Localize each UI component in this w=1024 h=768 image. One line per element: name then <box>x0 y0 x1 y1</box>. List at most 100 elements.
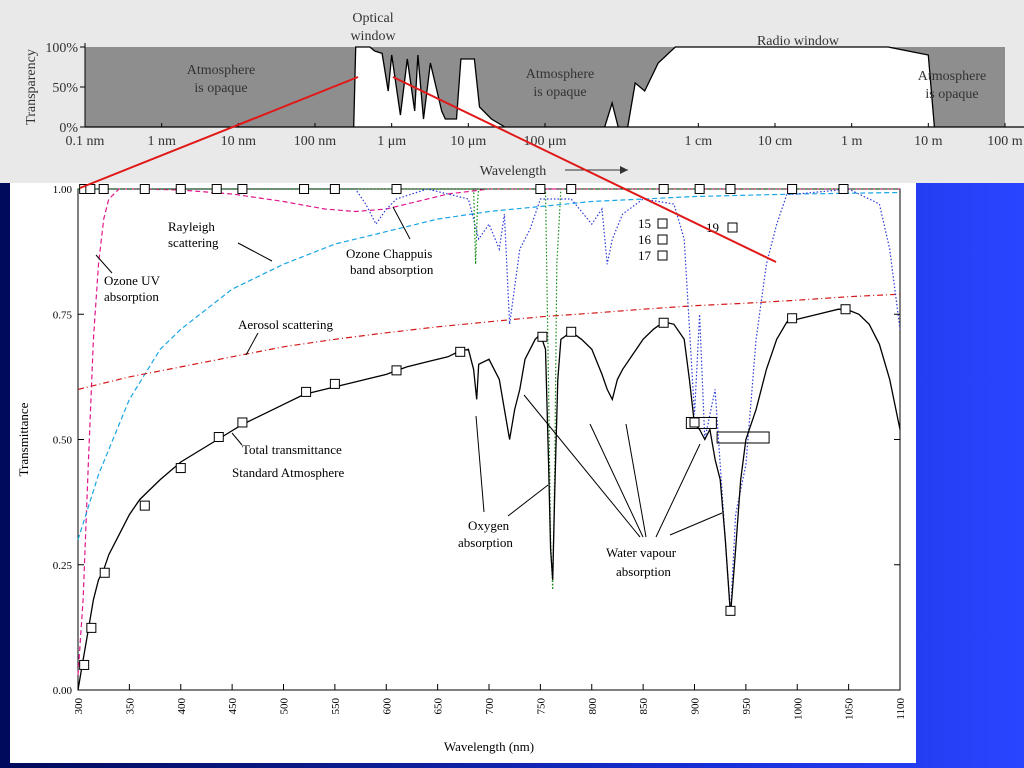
chappuis-leader <box>392 206 411 240</box>
y-axis-label: Transmittance <box>16 402 31 476</box>
transparency-y-tick-label: 0% <box>59 121 78 136</box>
ozone-uv-marker <box>694 184 705 194</box>
oxygen-leader-1 <box>475 415 485 513</box>
total-marker <box>86 622 97 633</box>
marker-number-label: 19 <box>706 220 719 235</box>
x-tick-label: 300 <box>73 698 85 715</box>
water-label-line2: absorption <box>616 564 671 579</box>
marker-key-square <box>657 218 668 229</box>
total-marker <box>79 659 90 670</box>
ozone-uv-marker <box>211 184 222 194</box>
chappuis-label-line1: Ozone Chappuis <box>346 246 432 261</box>
total-marker <box>840 304 851 315</box>
x-tick-label: 950 <box>741 698 753 715</box>
total-marker <box>787 313 798 324</box>
ozone-uv-marker <box>658 184 669 194</box>
ozone-uv-marker <box>566 184 577 194</box>
x-tick-label: 700 <box>484 698 496 715</box>
water-leader-3 <box>625 423 647 538</box>
transparency-x-tick-label: 1 nm <box>147 134 176 149</box>
marker-number-label: 17 <box>638 248 652 263</box>
series-total <box>77 308 901 691</box>
ozone-uv-marker <box>85 184 96 194</box>
transparency-x-tick-label: 10 cm <box>758 134 793 149</box>
transparency-x-tick-label: 100 nm <box>294 134 337 149</box>
ozone-uv-label-line2: absorption <box>104 289 159 304</box>
x-tick-label: 900 <box>690 698 702 715</box>
y-tick-label: 1.00 <box>53 184 73 196</box>
opaque-region-label-line1: Atmosphere <box>526 67 594 82</box>
x-tick-label: 450 <box>227 698 239 715</box>
total-marker <box>537 331 548 342</box>
x-tick-label: 1100 <box>895 698 907 720</box>
x-tick-label: 1000 <box>792 698 804 721</box>
total-marker <box>301 386 312 397</box>
x-tick-label: 1050 <box>844 698 856 721</box>
total-marker <box>455 346 466 357</box>
series-ozone_uv <box>77 188 900 676</box>
total-marker <box>99 567 110 578</box>
optical-window-title-line1: Optical <box>352 11 393 26</box>
transparency-x-axis-label: Wavelength <box>480 164 547 179</box>
water-label-line1: Water vapour <box>606 545 677 560</box>
x-axis-label: Wavelength (nm) <box>444 739 534 754</box>
x-tick-label: 500 <box>279 698 291 715</box>
total-marker <box>391 365 402 376</box>
x-tick-label: 550 <box>330 698 342 715</box>
series-ozone_chappuis <box>78 188 901 615</box>
x-tick-label: 850 <box>638 698 650 715</box>
series-oxygen <box>78 188 900 590</box>
y-tick-label: 0.75 <box>53 309 73 321</box>
transparency-profile <box>85 46 1024 128</box>
x-tick-label: 400 <box>176 698 188 715</box>
ozone-uv-marker <box>787 184 798 194</box>
opaque-region-label-line2: is opaque <box>925 87 978 102</box>
marker-key-square <box>657 234 668 245</box>
transparency-x-tick-label: 10 μm <box>450 134 486 149</box>
rayleigh-label-line2: scattering <box>168 235 219 250</box>
transparency-x-tick-label: 10 nm <box>221 134 257 149</box>
x-tick-label: 650 <box>433 698 445 715</box>
water-leader-2 <box>589 423 644 538</box>
marker-number-label: 16 <box>638 232 652 247</box>
atmospheric-window-chart: 100% 50% 0% Transparency 0.1 nm 1 nm 10 nm 100 … <box>24 11 1024 179</box>
ozone-uv-leader <box>95 254 113 274</box>
transparency-y-tick-label: 50% <box>52 81 78 96</box>
transparency-x-tick-label: 1 μm <box>377 134 406 149</box>
water-leader-5 <box>669 512 723 536</box>
oxygen-label-line1: Oxygen <box>468 518 510 533</box>
rayleigh-leader <box>237 242 273 262</box>
transparency-x-tick-label: 1 cm <box>685 134 713 149</box>
radio-window-title: Radio window <box>757 34 840 49</box>
optical-window-title-line2: window <box>350 29 396 44</box>
marker-key-square <box>657 250 668 261</box>
ozone-uv-marker <box>98 184 109 194</box>
total-marker <box>689 417 700 428</box>
plot-frame <box>77 188 901 691</box>
water-leader-4 <box>655 443 701 538</box>
x-tick-label: 800 <box>587 698 599 715</box>
water-leader-1 <box>523 394 641 538</box>
x-tick-label: 350 <box>124 698 136 715</box>
total-marker <box>566 326 577 337</box>
opaque-region-label-line1: Atmosphere <box>187 63 255 78</box>
wavelength-arrow-head <box>620 166 628 174</box>
water-band-box-1 <box>685 416 717 429</box>
y-tick-label: 0.50 <box>53 435 73 447</box>
water-band-box-2 <box>716 431 770 444</box>
ozone-uv-marker <box>838 184 849 194</box>
total-label-line1: Total transmittance <box>242 442 342 457</box>
total-marker <box>329 378 340 389</box>
oxygen-label-line2: absorption <box>458 535 513 550</box>
marker-key-square <box>727 222 738 233</box>
total-marker <box>237 417 248 428</box>
y-tick-label: 0.25 <box>53 560 73 572</box>
aerosol-leader <box>245 332 259 356</box>
opaque-region-label-line1: Atmosphere <box>918 69 986 84</box>
rayleigh-label-line1: Rayleigh <box>168 219 215 234</box>
ozone-uv-marker <box>535 184 546 194</box>
total-marker <box>213 431 224 442</box>
transmittance-chart: 0.00 0.25 0.50 0.75 1.00 Transmittance 300 350 4… <box>16 184 907 754</box>
transparency-x-tick-label: 0.1 nm <box>66 134 105 149</box>
transparency-x-tick-label: 100 μm <box>524 134 567 149</box>
